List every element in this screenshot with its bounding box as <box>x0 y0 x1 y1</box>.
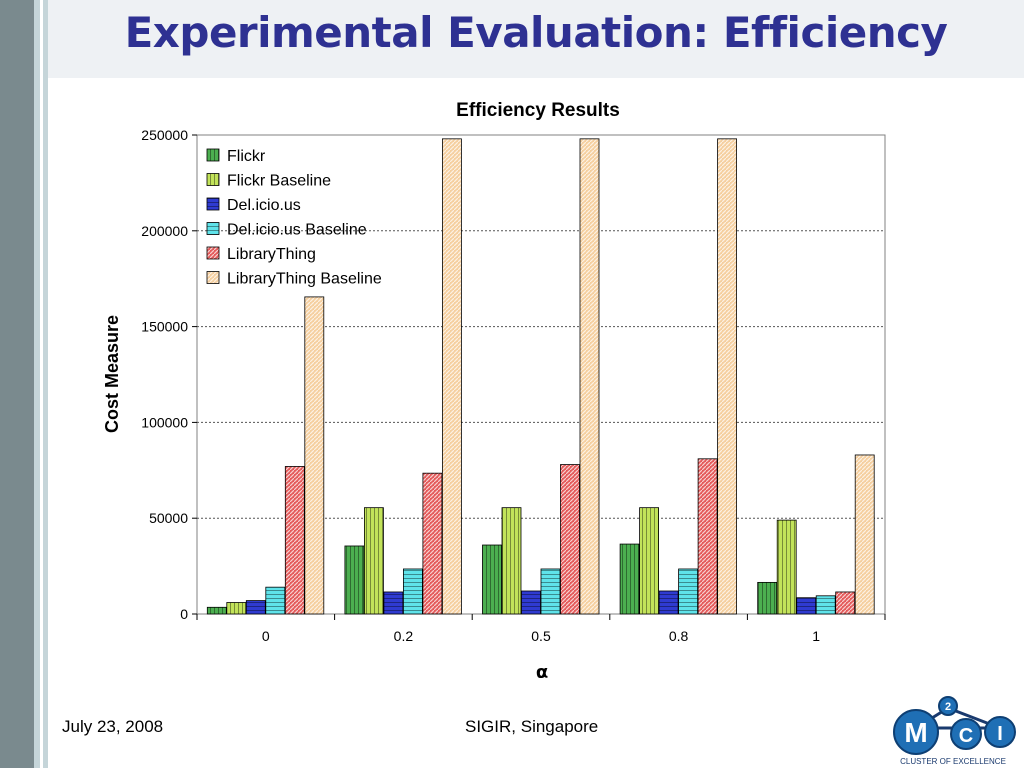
y-tick-label: 150000 <box>141 319 188 335</box>
legend-swatch <box>206 197 220 211</box>
bar-del-icio-us-0_2 <box>383 591 404 615</box>
bar-del-icio-us-baseline-1 <box>815 595 836 615</box>
bar-librarything-0 <box>284 466 305 615</box>
bars <box>206 138 875 615</box>
bar-flickr-baseline-0_8 <box>639 507 659 615</box>
x-tick-label: 1 <box>812 628 820 644</box>
y-tick-label: 200000 <box>141 223 188 239</box>
bar-flickr-0_2 <box>344 545 365 615</box>
bar-librarything-baseline-0 <box>304 296 325 615</box>
bar-librarything-0_5 <box>560 464 580 615</box>
bar-flickr-baseline-0 <box>226 602 247 615</box>
bar-flickr-1 <box>757 581 778 615</box>
legend: Flickr Flickr Baseline Del.icio.us Del.icio… <box>206 148 382 288</box>
x-tick-label: 0.2 <box>394 628 414 644</box>
bar-librarything-baseline-1 <box>854 454 875 615</box>
bar-flickr-0 <box>206 606 227 615</box>
logo-letter-c: C <box>959 725 973 747</box>
footer-date: July 23, 2008 <box>62 717 164 736</box>
legend-label: LibraryThing <box>227 246 316 263</box>
slide-title: Experimental Evaluation: Efficiency <box>124 8 948 57</box>
x-tick-label: 0.5 <box>531 628 551 644</box>
bar-librarything-0_2 <box>422 472 443 615</box>
y-tick-label: 50000 <box>149 510 188 526</box>
legend-swatch <box>206 173 220 186</box>
logo-caption: CLUSTER OF EXCELLENCE <box>900 757 1006 766</box>
x-tick-label: 0.8 <box>669 628 689 644</box>
legend-label: LibraryThing Baseline <box>227 271 382 288</box>
bar-librarything-1 <box>835 591 856 615</box>
bar-librarything-baseline-0_5 <box>579 138 600 615</box>
bar-del-icio-us-0_5 <box>521 590 541 615</box>
legend-swatch <box>206 222 220 235</box>
bar-librarything-0_8 <box>697 458 718 615</box>
bar-flickr-baseline-1 <box>776 519 797 615</box>
y-tick-label: 100000 <box>141 414 188 430</box>
x-axis-label: α <box>536 662 548 683</box>
sidebar-gap <box>40 0 43 768</box>
bar-del-icio-us-baseline-0_5 <box>540 568 561 615</box>
bar-del-icio-us-0_8 <box>658 590 679 615</box>
legend-label: Flickr <box>227 148 266 165</box>
logo-letter-m: M <box>904 717 927 748</box>
bar-flickr-0_8 <box>619 543 640 615</box>
bar-flickr-0_5 <box>482 544 502 615</box>
y-tick-label: 0 <box>180 606 188 622</box>
y-tick-label: 250000 <box>141 127 188 143</box>
legend-label: Flickr Baseline <box>227 173 331 190</box>
efficiency-chart: Efficiency Results 0 50000 100000 150000 200… <box>102 100 886 683</box>
header-band <box>48 0 1024 78</box>
bar-del-icio-us-baseline-0_2 <box>402 568 423 615</box>
bar-librarything-baseline-0_8 <box>717 138 737 615</box>
logo-letter-i: I <box>997 723 1003 745</box>
bar-librarything-baseline-0_2 <box>441 138 462 615</box>
y-axis-ticks: 0 50000 100000 150000 200000 250000 <box>141 127 197 622</box>
sidebar-dark-stripe <box>0 0 34 768</box>
chart-title: Efficiency Results <box>456 100 620 121</box>
bar-flickr-baseline-0_2 <box>363 507 384 615</box>
x-axis-ticks: 0 0.2 0.5 0.8 1 <box>196 614 886 644</box>
mci-logo: M 2 C I CLUSTER OF EXCELLENCE <box>893 696 1016 766</box>
bar-del-icio-us-0 <box>245 600 266 615</box>
bar-del-icio-us-baseline-0 <box>265 586 286 615</box>
legend-label: Del.icio.us Baseline <box>227 222 367 239</box>
footer-venue: SIGIR, Singapore <box>465 717 599 736</box>
bar-del-icio-us-1 <box>796 597 817 615</box>
legend-swatch <box>206 271 220 284</box>
legend-label: Del.icio.us <box>227 197 301 214</box>
legend-swatch <box>206 148 220 162</box>
y-axis-label: Cost Measure <box>102 315 122 433</box>
bar-del-icio-us-baseline-0_8 <box>678 568 698 615</box>
grid-lines <box>197 230 885 519</box>
x-tick-label: 0 <box>262 628 270 644</box>
legend-swatch <box>206 246 220 260</box>
logo-superscript: 2 <box>945 701 951 713</box>
bar-flickr-baseline-0_5 <box>501 507 522 615</box>
